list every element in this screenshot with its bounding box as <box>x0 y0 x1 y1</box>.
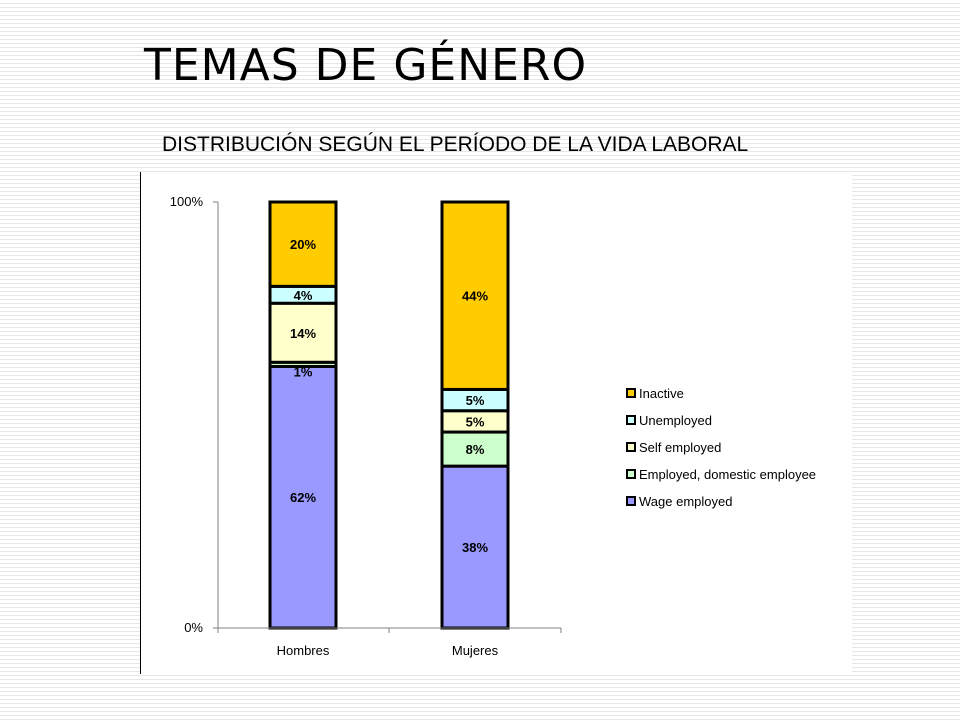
bar-segment-inactive-hombres <box>268 200 338 288</box>
legend-label: Wage employed <box>639 494 732 509</box>
legend-label: Inactive <box>639 386 684 401</box>
x-tick-label: Mujeres <box>452 643 499 658</box>
bar-segment-employed-domestic-employee-mujeres <box>440 430 510 468</box>
slide-title: TEMAS DE GÉNERO <box>144 40 588 91</box>
y-tick-label-bottom: 0% <box>184 620 203 635</box>
data-label: 1% <box>294 364 313 379</box>
legend-swatch <box>626 496 636 506</box>
axes-group <box>213 201 562 633</box>
legend-swatch <box>626 415 636 425</box>
data-label: 8% <box>466 442 485 457</box>
data-label: 62% <box>290 490 316 505</box>
y-tick-label-top: 100% <box>170 194 204 209</box>
data-label: 5% <box>466 393 485 408</box>
legend-label: Unemployed <box>639 413 712 428</box>
chart-panel: 100% 0% Hombres Mujeres 62% 1% 14% 4% 20% 38% 8… <box>140 172 852 674</box>
data-label: 4% <box>294 288 313 303</box>
x-labels-group: Hombres Mujeres <box>277 643 499 658</box>
x-tick-label: Hombres <box>277 643 330 658</box>
legend-label: Employed, domestic employee <box>639 467 816 482</box>
legend-swatch <box>626 388 636 398</box>
legend-label: Self employed <box>639 440 721 455</box>
data-labels-group: 62% 1% 14% 4% 20% 38% 8% 5% 5% 44% <box>290 237 488 555</box>
data-label: 38% <box>462 540 488 555</box>
bar-segment-inactive-mujeres <box>440 200 510 391</box>
chart-subtitle: DISTRIBUCIÓN SEGÚN EL PERÍODO DE LA VIDA… <box>162 133 749 156</box>
legend-swatch <box>626 442 636 452</box>
legend-swatch <box>626 469 636 479</box>
legend: Inactive Unemployed Self employed Employed,… <box>626 386 816 509</box>
bars-group <box>268 200 510 630</box>
stacked-bar-chart: 100% 0% Hombres Mujeres 62% 1% 14% 4% 20% 38% 8… <box>170 194 816 658</box>
data-label: 44% <box>462 289 488 304</box>
data-label: 20% <box>290 237 316 252</box>
data-label: 14% <box>290 326 316 341</box>
data-label: 5% <box>466 414 485 429</box>
bar-segment-wage-employed-hombres <box>268 364 338 630</box>
